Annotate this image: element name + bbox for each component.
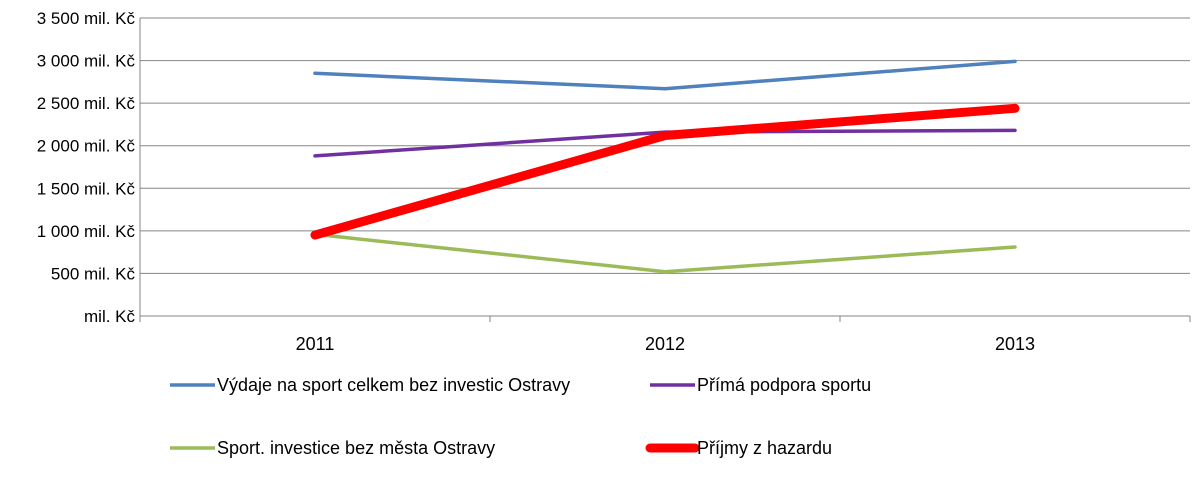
series-line-1 <box>315 61 1015 88</box>
y-tick-label: 500 mil. Kč <box>51 264 136 283</box>
x-tick-label: 2012 <box>645 334 685 354</box>
series-lines <box>315 61 1015 271</box>
series-line-3 <box>315 234 1015 271</box>
legend-label-4: Příjmy z hazardu <box>697 438 832 458</box>
y-tick-label: 2 500 mil. Kč <box>37 94 136 113</box>
y-tick-label: 3 500 mil. Kč <box>37 9 136 28</box>
axes <box>140 18 1190 322</box>
legend: Výdaje na sport celkem bez investic Ostr… <box>170 375 871 458</box>
legend-label-3: Sport. investice bez města Ostravy <box>217 438 495 458</box>
y-tick-labels: mil. Kč 500 mil. Kč 1 000 mil. Kč 1 500 mil… <box>37 9 136 326</box>
y-tick-label: 3 000 mil. Kč <box>37 52 136 71</box>
x-tick-label: 2011 <box>296 334 335 354</box>
legend-label-2: Přímá podpora sportu <box>697 375 871 395</box>
y-tick-label: mil. Kč <box>84 307 136 326</box>
x-tick-label: 2013 <box>995 334 1035 354</box>
y-tick-label: 2 000 mil. Kč <box>37 137 136 156</box>
series-line-4 <box>315 108 1015 235</box>
y-tick-label: 1 000 mil. Kč <box>37 222 136 241</box>
gridlines <box>140 18 1190 273</box>
y-tick-label: 1 500 mil. Kč <box>37 179 136 198</box>
legend-label-1: Výdaje na sport celkem bez investic Ostr… <box>217 375 570 395</box>
x-tick-labels: 2011 2012 2013 <box>296 334 1035 354</box>
